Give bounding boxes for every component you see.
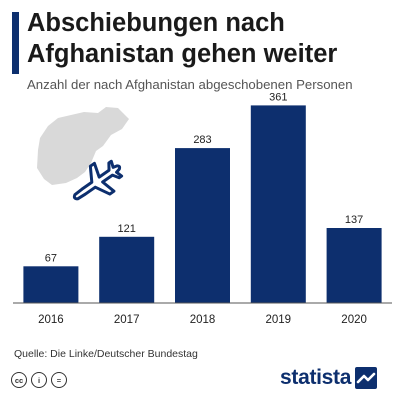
x-tick-label-2019: 2019 <box>266 314 292 326</box>
x-tick-label-2020: 2020 <box>341 314 367 326</box>
value-label-2019: 361 <box>269 91 287 103</box>
value-label-2018: 283 <box>193 134 211 146</box>
bar-2016 <box>23 266 79 303</box>
statista-brand[interactable]: statista <box>280 366 378 390</box>
statista-logo-icon <box>355 367 378 389</box>
creative-commons-icon[interactable]: cc <box>11 372 27 388</box>
page-title: Abschiebungen nach Afghanistan gehen wei… <box>27 8 337 70</box>
no-derivatives-icon[interactable]: = <box>51 372 67 388</box>
title-line-1: Abschiebungen nach <box>27 9 285 37</box>
chart-subtitle: Anzahl der nach Afghanistan abgeschobene… <box>27 77 353 92</box>
value-labels-group: 67 121 283 361 137 <box>45 91 364 264</box>
value-label-2020: 137 <box>345 214 363 226</box>
value-label-2016: 67 <box>45 252 57 264</box>
bars-group <box>23 105 382 304</box>
airplane-icon <box>72 159 124 201</box>
bar-2018 <box>175 148 230 303</box>
title-line-2: Afghanistan gehen weiter <box>27 40 338 68</box>
value-label-2017: 121 <box>118 223 136 235</box>
x-tick-labels-group: 2016 2017 2018 2019 2020 <box>38 314 367 326</box>
bar-2017 <box>99 236 155 303</box>
source-note: Quelle: Die Linke/Deutscher Bundestag <box>14 348 198 360</box>
statista-wordmark: statista <box>280 366 352 389</box>
title-accent-bar <box>12 12 19 74</box>
license-icons: cc i = <box>11 372 67 388</box>
x-tick-label-2017: 2017 <box>114 314 140 326</box>
bar-2019 <box>250 105 306 304</box>
x-tick-label-2018: 2018 <box>190 314 216 326</box>
afghanistan-map-icon <box>37 107 129 185</box>
attribution-icon[interactable]: i <box>31 372 47 388</box>
x-tick-label-2016: 2016 <box>38 314 64 326</box>
bar-2020 <box>326 228 382 303</box>
